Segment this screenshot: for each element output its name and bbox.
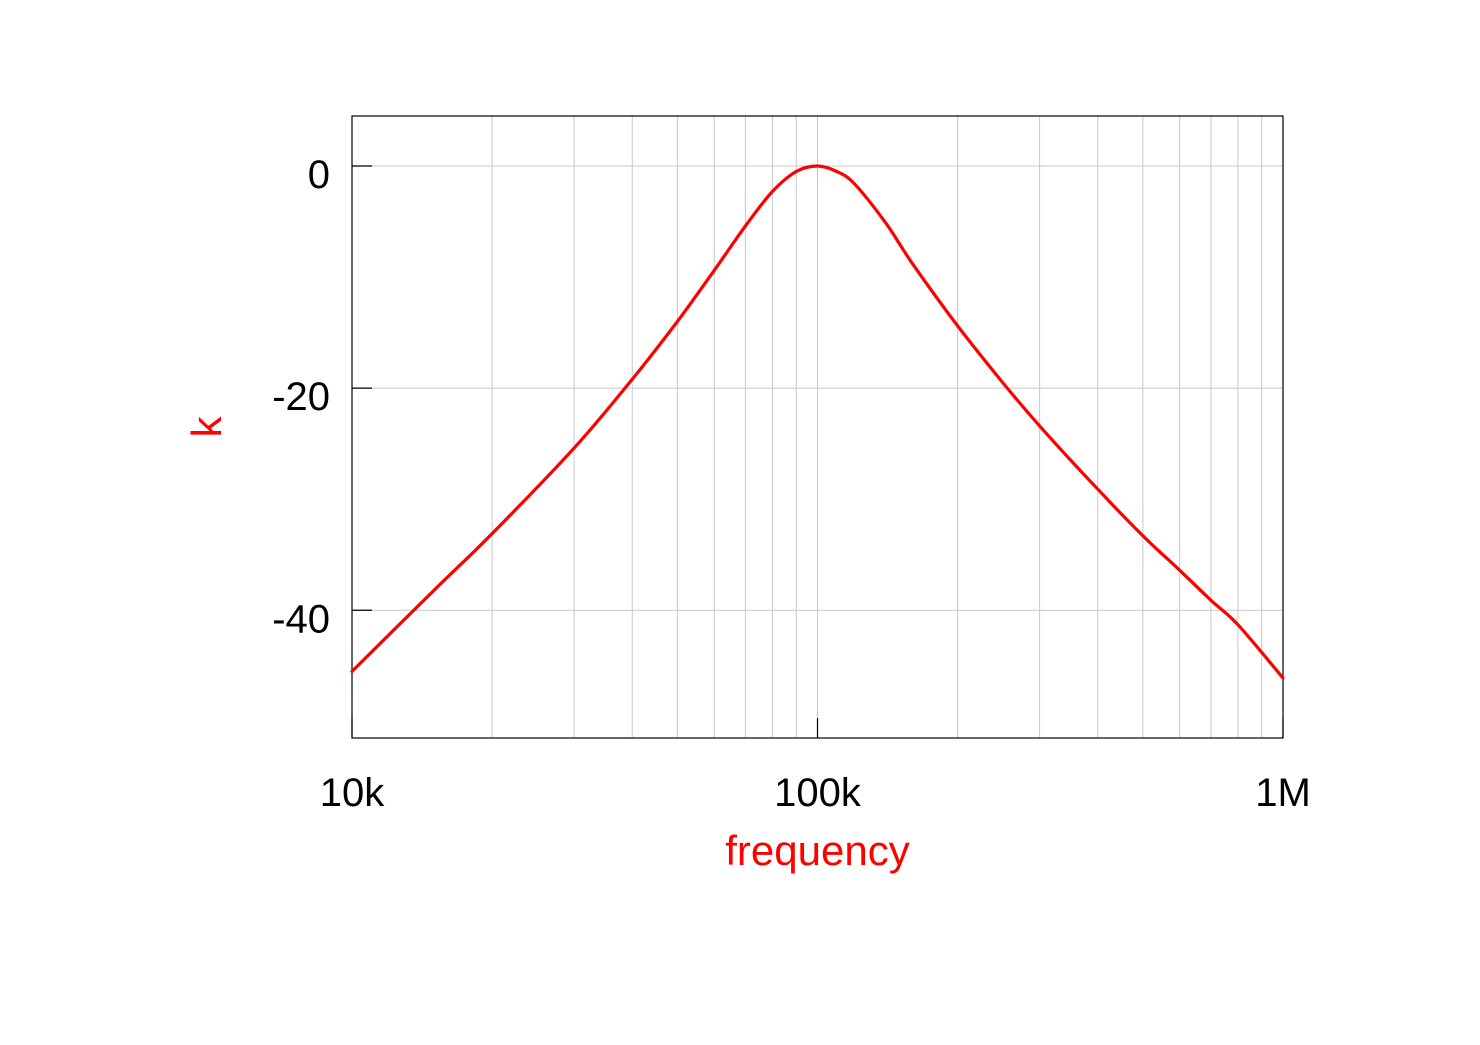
tick-labels: 10k 100k 1M 0 -20 -40 (272, 153, 1311, 815)
y-tick-label: 0 (308, 153, 330, 197)
series-line (350, 164, 1285, 680)
axis-ticks (351, 165, 1284, 738)
x-tick-label: 100k (774, 771, 862, 815)
x-axis-label: frequency (725, 827, 909, 874)
y-tick-label: -40 (272, 597, 330, 641)
x-tick-label: 10k (320, 771, 385, 815)
y-tick-label: -20 (272, 375, 330, 419)
grid (351, 116, 1283, 738)
x-tick-label: 1M (1255, 771, 1311, 815)
y-axis-label: k (183, 416, 230, 438)
